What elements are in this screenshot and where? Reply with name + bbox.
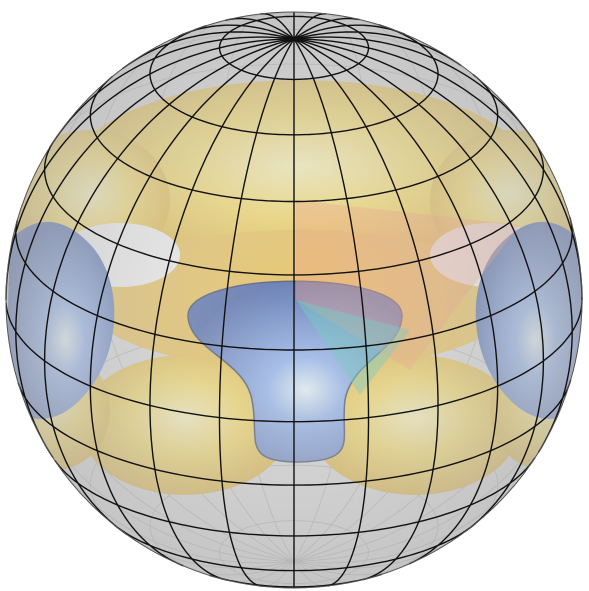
grid-line [225,17,439,581]
grid-line [89,75,294,203]
grid-line [294,296,583,423]
grid-line [178,24,499,565]
grid-line [149,17,360,406]
grid-line [17,382,294,486]
grid-line [260,12,370,587]
grid-line [15,36,536,332]
grid-line [15,220,294,351]
grid-line [294,216,573,351]
sphere-outline [5,11,583,589]
grid-line [48,36,573,453]
grid-line [294,73,499,203]
grid-line [114,525,294,572]
grid-line [89,386,184,567]
grid-line [43,31,462,361]
grid-line [121,31,545,532]
grid-line [5,303,294,423]
grid-line [218,12,327,418]
grid-line [149,405,229,582]
grid-line [43,360,128,536]
grid-line [54,459,294,537]
grid-line [218,417,263,587]
grid-line [43,141,294,276]
grid-line [89,24,406,387]
grid-line [294,457,536,537]
grid-line [294,139,545,276]
grid-line [294,523,476,572]
grid-line [294,379,572,486]
front-grid [5,12,583,588]
